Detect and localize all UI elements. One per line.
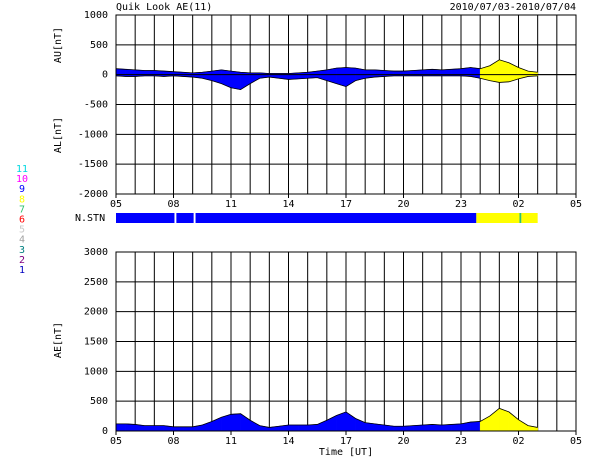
- area-segment: [470, 421, 481, 432]
- x-tick-label: 11: [225, 199, 237, 210]
- x-tick-label: 02: [512, 199, 524, 210]
- station-segment: [521, 213, 538, 223]
- x-tick-label: 20: [397, 436, 409, 447]
- y-axis-label: AE[nT]: [53, 322, 64, 358]
- legend-label: 9: [19, 184, 25, 195]
- x-tick-label: 02: [512, 436, 524, 447]
- x-tick-label: 17: [340, 436, 352, 447]
- area-outline: [115, 59, 538, 74]
- y-tick-label: 3000: [84, 247, 108, 258]
- legend-label: 11: [16, 164, 28, 175]
- area-segment: [518, 67, 529, 75]
- area-segment: [297, 424, 308, 432]
- station-segment: [195, 213, 477, 223]
- x-tick-label: 17: [340, 199, 352, 210]
- x-tick-label: 05: [110, 436, 122, 447]
- station-segment: [116, 213, 175, 223]
- area-segment: [317, 74, 328, 81]
- area-segment: [125, 423, 136, 432]
- y-tick-label: 1000: [84, 10, 108, 21]
- area-segment: [518, 419, 529, 432]
- area-segment: [441, 424, 452, 432]
- chart-subtitle: 2010/07/03-2010/07/04: [450, 2, 576, 13]
- area-segment: [182, 426, 193, 432]
- area-segment: [307, 424, 318, 432]
- area-segment: [249, 419, 260, 432]
- legend-label: 2: [19, 255, 25, 266]
- x-tick-label: 08: [167, 436, 179, 447]
- area-segment: [508, 411, 519, 432]
- area-segment: [393, 425, 404, 432]
- area-segment: [173, 426, 184, 432]
- area-segment: [364, 69, 375, 75]
- area-segment: [240, 413, 251, 432]
- y-tick-label: 1500: [84, 337, 108, 348]
- x-tick-label: 08: [167, 199, 179, 210]
- plot-frame: [115, 251, 577, 432]
- station-segment: [476, 213, 520, 223]
- x-tick-label: 11: [225, 436, 237, 447]
- y-tick-label: -500: [84, 100, 108, 111]
- y-tick-label: 2000: [84, 307, 108, 318]
- area-segment: [432, 424, 443, 432]
- area-segment: [422, 424, 433, 432]
- station-segment: [519, 213, 522, 223]
- area-segment: [499, 74, 510, 83]
- area-segment: [230, 74, 241, 90]
- station-segment: [176, 213, 194, 223]
- x-tick-label: 23: [455, 199, 467, 210]
- area-segment: [336, 67, 347, 75]
- area-segment: [451, 423, 462, 432]
- legend-label: 4: [19, 235, 25, 246]
- area-segment: [115, 423, 126, 432]
- legend-label: 7: [19, 204, 25, 215]
- y-tick-label: -1000: [78, 129, 108, 140]
- x-tick-label: 20: [397, 199, 409, 210]
- plot-frame: [115, 14, 577, 195]
- y-tick-label: 500: [90, 396, 108, 407]
- area-segment: [144, 425, 155, 432]
- x-tick-label: 14: [282, 199, 294, 210]
- y-tick-label: -2000: [78, 189, 108, 200]
- legend-label: 6: [19, 215, 25, 226]
- x-axis-label: Time [UT]: [319, 447, 373, 458]
- y-tick-label: 0: [102, 70, 108, 81]
- area-segment: [393, 70, 404, 75]
- y-axis-label: AL[nT]: [53, 117, 64, 153]
- y-tick-label: 2500: [84, 277, 108, 288]
- stations-label: N.STN: [75, 213, 105, 224]
- y-tick-label: 500: [90, 40, 108, 51]
- area-segment: [489, 59, 500, 75]
- area-segment: [144, 70, 155, 75]
- area-outline: [116, 407, 538, 428]
- legend-label: 10: [16, 174, 28, 185]
- area-segment: [240, 74, 251, 91]
- legend-label: 8: [19, 194, 25, 205]
- area-segment: [508, 62, 519, 75]
- legend-label: 3: [19, 245, 25, 256]
- area-segment: [230, 413, 241, 432]
- chart-title: Quik Look AE(11): [116, 2, 212, 13]
- x-tick-label: 14: [282, 436, 294, 447]
- legend-label: 1: [19, 265, 25, 276]
- y-tick-label: -1500: [78, 159, 108, 170]
- x-tick-label: 05: [570, 199, 582, 210]
- y-axis-label: AU[nT]: [53, 27, 64, 63]
- x-tick-label: 05: [110, 199, 122, 210]
- area-segment: [317, 419, 328, 432]
- legend-label: 5: [19, 225, 25, 236]
- area-segment: [345, 67, 356, 75]
- x-tick-label: 05: [570, 436, 582, 447]
- y-tick-label: 0: [102, 426, 108, 437]
- area-segment: [154, 425, 165, 432]
- y-tick-label: 1000: [84, 366, 108, 377]
- x-tick-label: 23: [455, 436, 467, 447]
- area-segment: [345, 74, 356, 88]
- area-segment: [288, 424, 299, 432]
- area-outline: [115, 75, 538, 91]
